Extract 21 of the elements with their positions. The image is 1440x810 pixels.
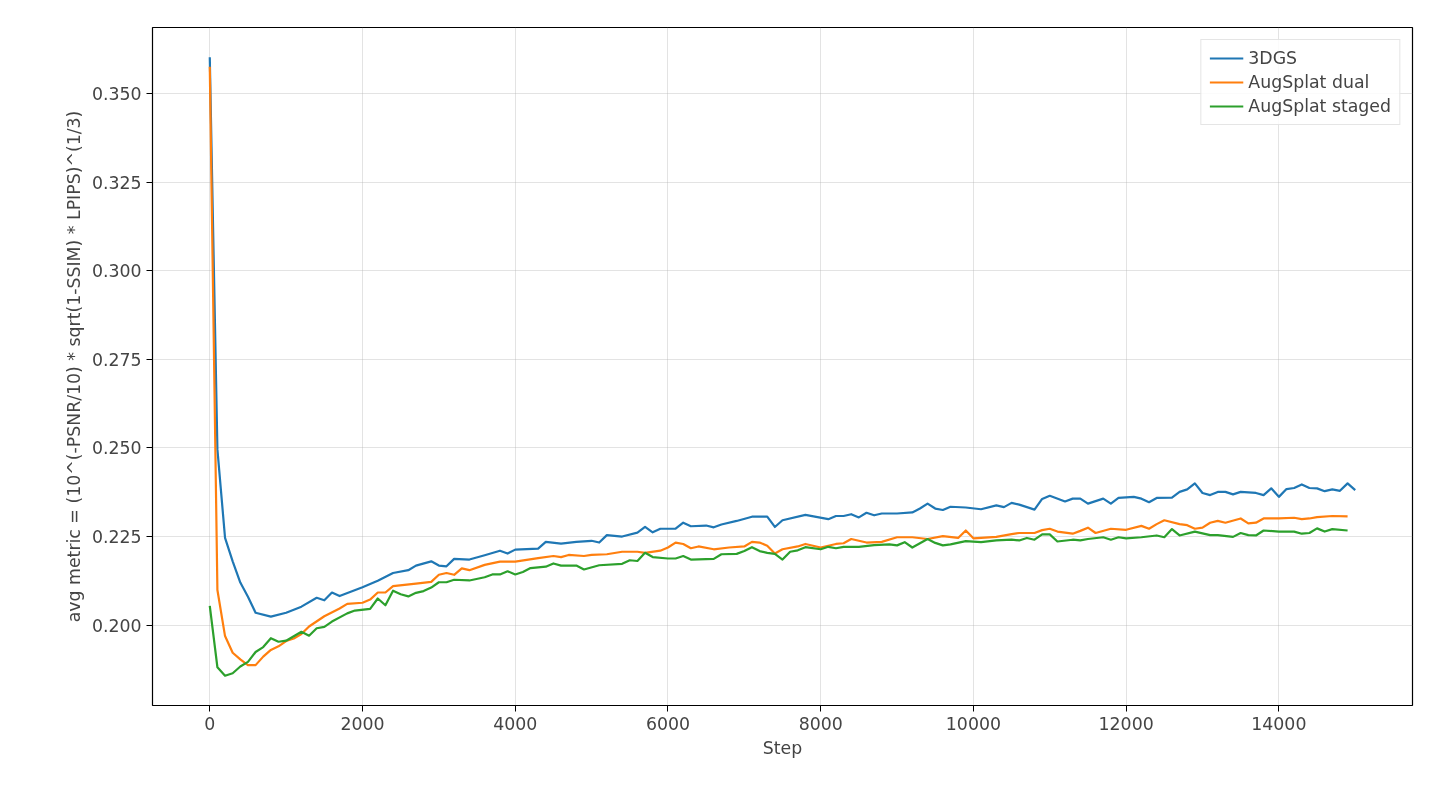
x-tick-label: 10000 [945,713,1001,734]
x-tick-label: 8000 [798,713,843,734]
y-tick-label: 0.250 [91,438,142,459]
y-tick-label: 0.300 [91,261,142,282]
y-tick-label: 0.225 [91,527,142,548]
x-tick-label: 4000 [493,713,538,734]
y-axis-title: avg metric = (10^(-PSNR/10) * sqrt(1-SSIM) * LPIPS)^(1/3) [63,110,84,623]
x-tick-label: 0 [204,713,216,734]
x-tick-label: 6000 [645,713,691,734]
y-tick-label: 0.350 [91,84,142,105]
x-tick-label: 14000 [1251,713,1307,734]
y-tick-label: 0.325 [91,172,142,193]
x-axis-title: Step [762,737,803,758]
y-tick-label: 0.275 [91,349,142,370]
legend-label: AugSplat dual [1248,72,1370,92]
legend-label: AugSplat staged [1248,96,1391,116]
legend-label: 3DGS [1248,48,1298,68]
y-tick-label: 0.200 [91,615,142,636]
line-series [208,527,1349,677]
x-tick-label: 12000 [1098,713,1154,734]
x-tick-label: 2000 [340,713,385,734]
